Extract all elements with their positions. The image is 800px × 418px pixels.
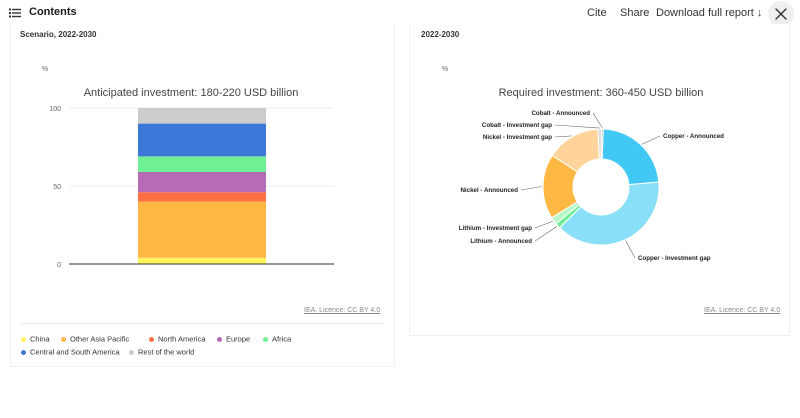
donut-leader-line	[534, 226, 558, 242]
legend-dot	[263, 336, 268, 342]
donut-y-unit-label: %	[442, 66, 448, 73]
bar-segment-north-america[interactable]	[138, 192, 266, 202]
donut-leader-line	[534, 220, 554, 229]
donut-label-nickel-announced: Nickel - Announced	[460, 187, 518, 194]
bar-segment-europe[interactable]	[138, 171, 266, 193]
legend-item-other-asia-pacific[interactable]: Other Asia Pacific	[61, 334, 129, 344]
donut-leader-line	[554, 124, 600, 129]
legend-dot	[129, 349, 134, 355]
donut-leader-line	[625, 240, 636, 259]
legend-label: Europe	[226, 334, 251, 344]
bar-chart-legend: China Other Asia Pacific North America Euro…	[21, 334, 386, 364]
donut-slice-cobalt-announced[interactable]	[600, 128, 604, 160]
bar-segment-other-asia-pacific[interactable]	[138, 201, 266, 258]
bar-segment-china[interactable]	[138, 257, 266, 264]
right-chart-subtitle: 2022-2030	[421, 30, 460, 39]
bar-segment-rest-of-the-world[interactable]	[138, 108, 266, 124]
bar-y-tick-label: 0	[57, 262, 61, 269]
legend-dot	[61, 336, 66, 342]
bar-y-unit-label: %	[42, 66, 48, 73]
stacked-bar-chart: Anticipated investment: 180-220 USD bill…	[42, 66, 334, 269]
donut-chart: Required investment: 360-450 USD billion…	[442, 66, 724, 262]
donut-label-lithium-announced: Lithium - Announced	[470, 238, 532, 245]
donut-label-copper-investment-gap: Copper - Investment gap	[638, 255, 711, 262]
legend-label: Rest of the world	[138, 347, 195, 357]
legend-dot	[149, 336, 154, 342]
left-licence-link[interactable]: IEA. Licence: CC BY 4.0	[304, 307, 381, 314]
donut-leader-line	[554, 135, 572, 138]
donut-leader-line	[520, 186, 543, 191]
legend-item-rest-of-the-world[interactable]: Rest of the world	[129, 347, 194, 357]
bar-chart-title: Anticipated investment: 180-220 USD bill…	[84, 87, 299, 99]
cite-link[interactable]: Cite	[587, 7, 607, 19]
donut-leader-line	[592, 112, 603, 129]
close-button[interactable]	[768, 1, 794, 27]
bar-y-tick-label: 50	[53, 184, 61, 191]
close-icon	[775, 8, 787, 20]
legend-item-central-and-south-america[interactable]: Central and South America	[21, 347, 120, 357]
donut-label-cobalt-announced: Cobalt - Announced	[531, 110, 590, 117]
share-link[interactable]: Share	[620, 7, 650, 19]
legend-label: North America	[158, 334, 206, 344]
legend-label: Other Asia Pacific	[70, 334, 130, 344]
donut-leader-line	[641, 135, 661, 145]
legend-item-north-america[interactable]: North America	[149, 334, 206, 344]
legend-label: China	[30, 334, 50, 344]
right-chart-panel: 2022-2030 Required investment: 360-450 U…	[409, 24, 790, 336]
donut-slice-copper-announced[interactable]	[601, 128, 660, 186]
donut-label-cobalt-investment-gap: Cobalt - Investment gap	[482, 122, 552, 129]
left-chart-subtitle: Scenario, 2022-2030	[20, 30, 97, 39]
legend-divider	[21, 323, 384, 324]
legend-label: Africa	[272, 334, 292, 344]
bar-y-tick-label: 100	[49, 106, 61, 113]
donut-label-nickel-investment-gap: Nickel - Investment gap	[483, 134, 552, 141]
bar-segment-central-and-south-america[interactable]	[138, 123, 266, 157]
donut-chart-title: Required investment: 360-450 USD billion	[499, 87, 704, 99]
legend-item-china[interactable]: China	[21, 334, 50, 344]
right-licence-link[interactable]: IEA. Licence: CC BY 4.0	[704, 307, 781, 314]
donut-label-lithium-investment-gap: Lithium - Investment gap	[459, 225, 532, 232]
legend-item-europe[interactable]: Europe	[217, 334, 250, 344]
left-chart-panel: Scenario, 2022-2030 Anticipated investme…	[10, 24, 395, 367]
top-bar: Contents Cite Share Download full report…	[0, 0, 800, 28]
legend-dot	[21, 336, 26, 342]
contents-title[interactable]: Contents	[29, 6, 77, 18]
download-full-report-link[interactable]: Download full report ↓	[656, 7, 763, 19]
legend-dot	[21, 349, 26, 355]
legend-item-africa[interactable]: Africa	[263, 334, 291, 344]
bar-segment-africa[interactable]	[138, 156, 266, 172]
list-menu-icon[interactable]	[9, 8, 21, 18]
donut-slice-copper-investment-gap[interactable]	[558, 181, 660, 246]
legend-label: Central and South America	[30, 347, 120, 357]
donut-label-copper-announced: Copper - Announced	[663, 133, 724, 140]
legend-dot	[217, 336, 222, 342]
